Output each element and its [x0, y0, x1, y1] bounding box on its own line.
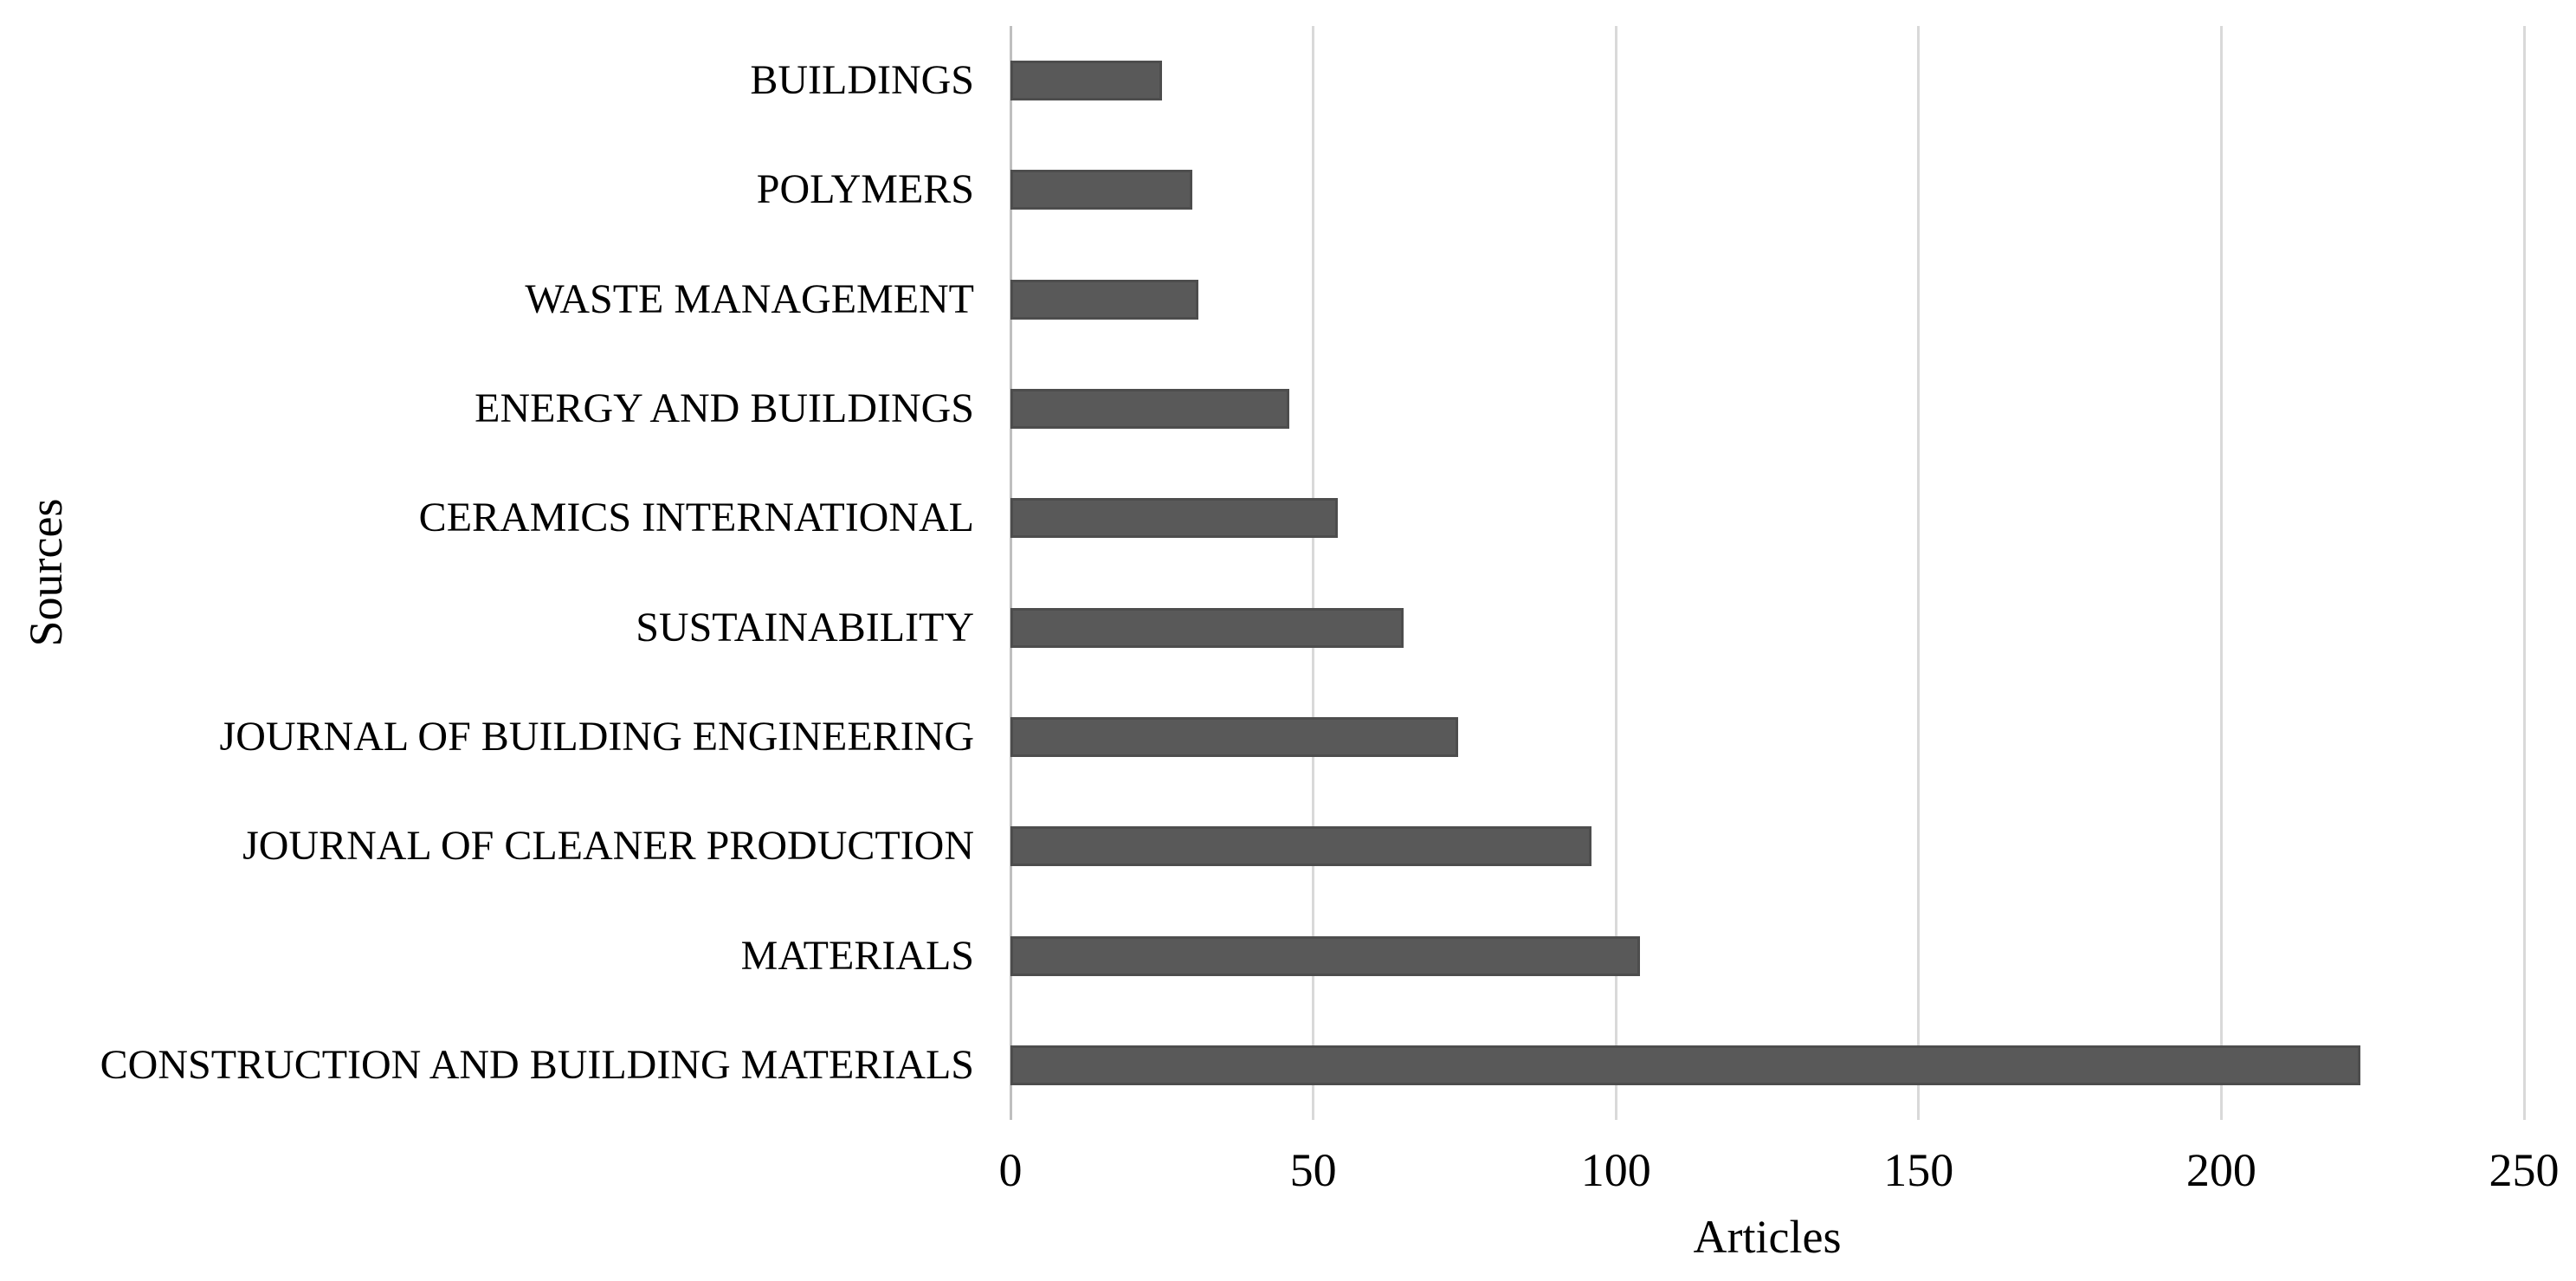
gridline-50 [1312, 26, 1315, 1120]
x-tick-label: 200 [2185, 1144, 2256, 1196]
bar [1010, 716, 1459, 757]
bar [1010, 607, 1404, 648]
bar [1010, 279, 1198, 320]
x-tick-label: 150 [1883, 1144, 1954, 1196]
category-label: POLYMERS [756, 166, 974, 213]
category-label: JOURNAL OF CLEANER PRODUCTION [242, 823, 974, 870]
gridline-250 [2522, 26, 2526, 1120]
x-tick-label: 250 [2489, 1144, 2560, 1196]
gridline-200 [2219, 26, 2223, 1120]
x-axis-title: Articles [1693, 1211, 1842, 1263]
value-axis-line [1009, 26, 1012, 1120]
category-label: CONSTRUCTION AND BUILDING MATERIALS [100, 1041, 974, 1088]
category-label: SUSTAINABILITY [636, 604, 974, 650]
gridline-150 [1917, 26, 1921, 1120]
bar [1010, 826, 1592, 867]
x-tick-label: 50 [1289, 1144, 1337, 1196]
x-tick-label: 0 [998, 1144, 1023, 1196]
gridline-100 [1614, 26, 1617, 1120]
bar [1010, 61, 1162, 101]
category-label: BUILDINGS [750, 57, 974, 104]
category-label: ENERGY AND BUILDINGS [475, 385, 974, 432]
bar [1010, 1045, 2361, 1085]
bar [1010, 170, 1192, 210]
category-label: MATERIALS [740, 932, 974, 979]
category-label: CERAMICS INTERNATIONAL [418, 495, 974, 541]
bar [1010, 498, 1338, 539]
x-tick-label: 100 [1580, 1144, 1651, 1196]
bar [1010, 389, 1289, 430]
category-label: WASTE MANAGEMENT [525, 275, 974, 322]
category-label: JOURNAL OF BUILDING ENGINEERING [219, 713, 974, 760]
plot-area [1009, 26, 2526, 1120]
bar [1010, 935, 1641, 976]
